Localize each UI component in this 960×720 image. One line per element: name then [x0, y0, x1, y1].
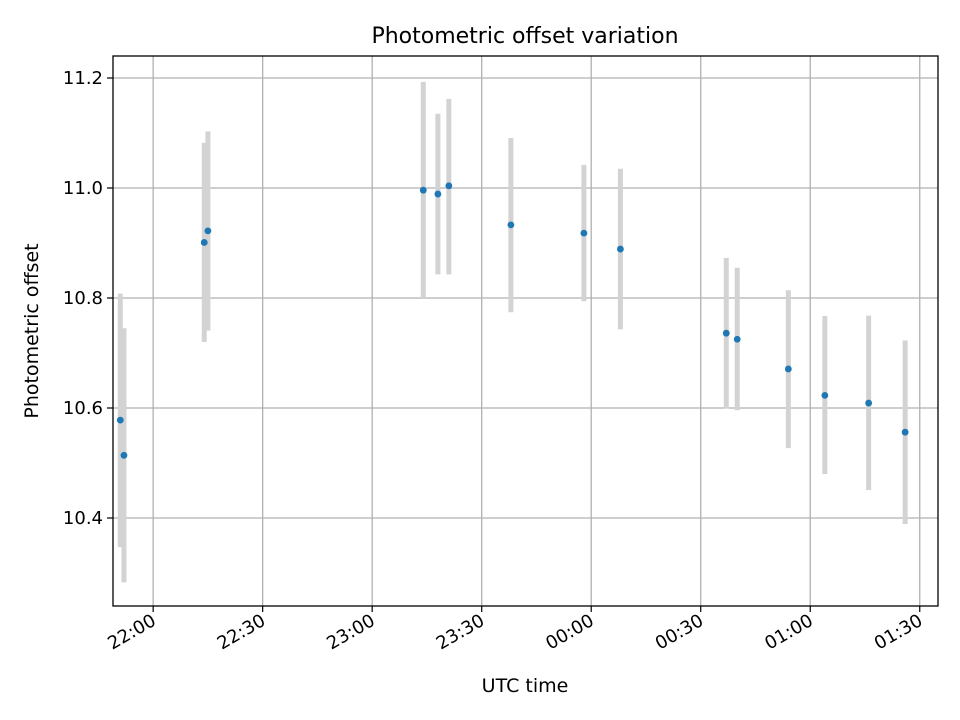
data-points: [116, 182, 909, 459]
grid: [113, 56, 938, 606]
chart-title: Photometric offset variation: [371, 24, 678, 49]
data-point: [120, 451, 128, 459]
data-point: [434, 190, 442, 198]
data-point: [580, 229, 588, 237]
data-point: [507, 221, 515, 229]
axis-ticks: 22:00 22:30 23:00 23:30 00:00 00:30 01:00 01:30…: [63, 68, 926, 654]
x-axis-label: UTC time: [482, 675, 569, 697]
x-tick-label: 00:30: [652, 610, 707, 654]
y-tick-label: 11.2: [63, 68, 103, 89]
y-axis-label: Photometric offset: [21, 243, 43, 418]
x-tick-label: 23:30: [433, 610, 488, 654]
data-point: [116, 416, 124, 424]
x-tick-label: 01:00: [761, 610, 816, 654]
x-tick-label: 22:30: [214, 610, 269, 654]
data-point: [204, 227, 212, 235]
data-point: [617, 245, 624, 253]
data-point: [419, 186, 427, 194]
x-tick-label: 00:00: [542, 610, 597, 654]
x-tick-label: 22:00: [104, 610, 159, 654]
data-point: [865, 399, 873, 407]
y-tick-label: 10.6: [63, 398, 103, 419]
x-tick-label: 23:00: [323, 610, 378, 654]
x-tick-label: 01:30: [871, 610, 926, 654]
y-tick-label: 10.8: [63, 288, 103, 309]
data-point: [722, 329, 730, 337]
y-tick-label: 11.0: [63, 178, 103, 199]
plot-frame: [112, 55, 939, 607]
data-point: [445, 182, 453, 190]
data-point: [733, 335, 741, 343]
data-point: [784, 365, 792, 373]
data-point: [901, 428, 909, 436]
error-bars: [117, 81, 908, 583]
y-tick-label: 10.4: [63, 508, 103, 529]
data-point: [200, 239, 208, 246]
data-point: [821, 391, 829, 399]
